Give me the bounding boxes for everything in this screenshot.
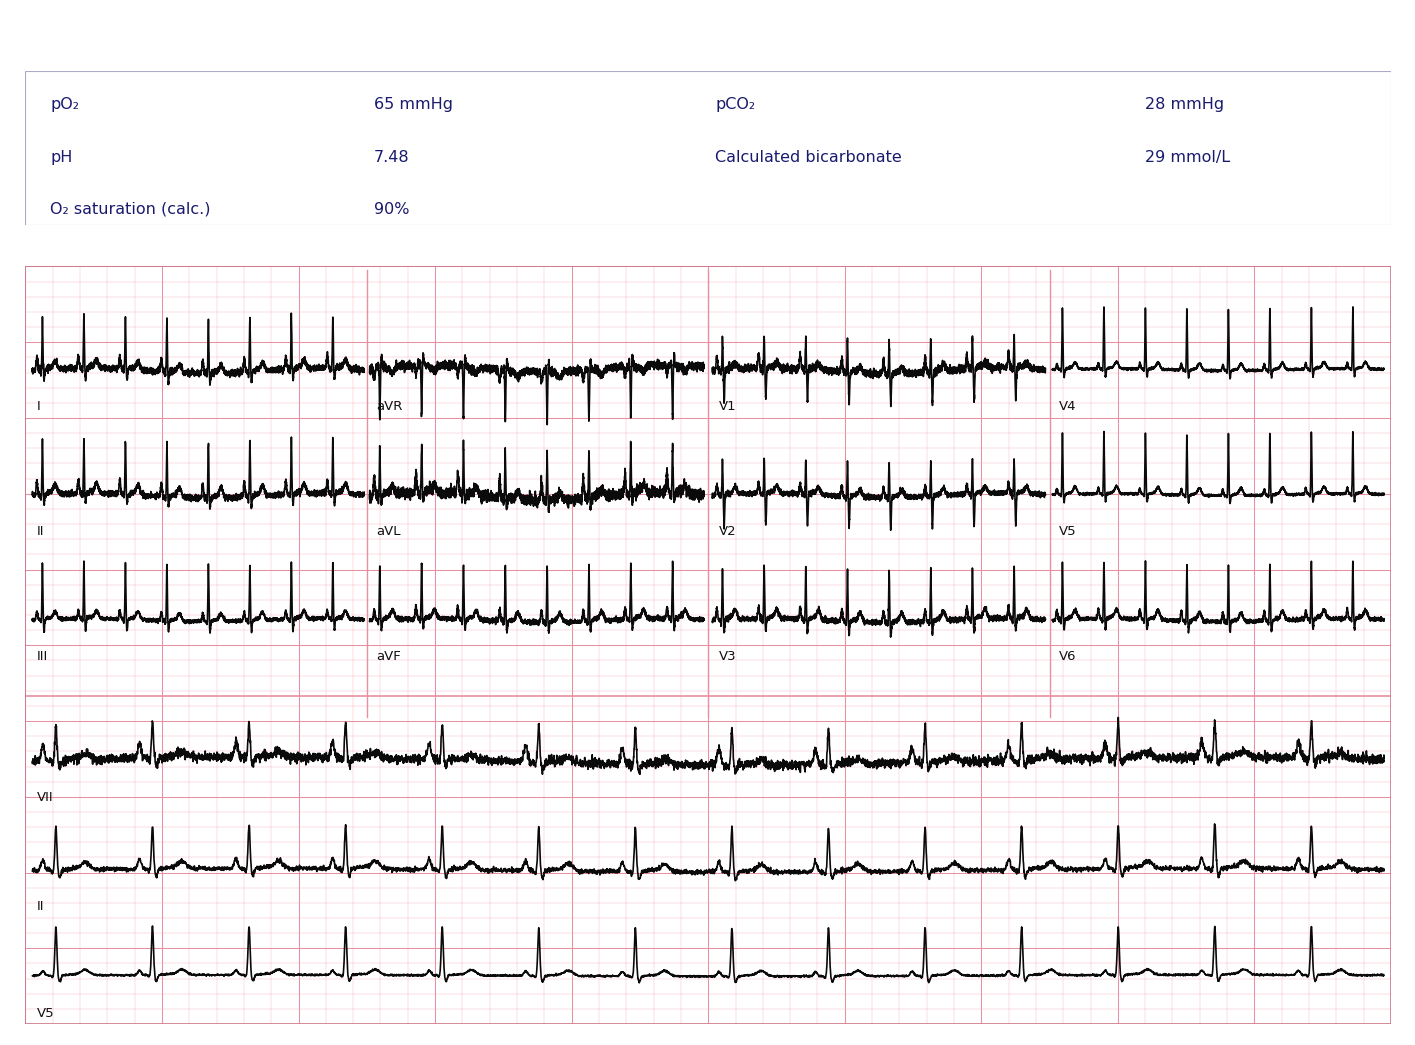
Text: II: II (37, 526, 44, 538)
Text: III: III (37, 650, 48, 664)
Text: pCO₂: pCO₂ (715, 97, 756, 113)
Text: V5: V5 (1060, 526, 1077, 538)
Text: V3: V3 (719, 650, 737, 664)
Text: aVR: aVR (376, 400, 403, 414)
Text: 65 mmHg: 65 mmHg (374, 97, 453, 113)
Text: V1: V1 (719, 400, 737, 414)
Text: V5: V5 (37, 1006, 54, 1020)
Text: O₂ saturation (calc.): O₂ saturation (calc.) (50, 202, 211, 216)
Text: I: I (37, 400, 40, 414)
Text: II: II (37, 901, 44, 913)
Text: VII: VII (37, 791, 52, 804)
Text: aVF: aVF (376, 650, 400, 664)
Text: V6: V6 (1060, 650, 1077, 664)
Text: V2: V2 (719, 526, 737, 538)
Text: Arterial blood gas analysis: Arterial blood gas analysis (291, 32, 531, 51)
Text: 90%: 90% (374, 202, 409, 216)
Text: Investigation 29.1: Investigation 29.1 (42, 32, 226, 51)
Text: 29 mmol/L: 29 mmol/L (1145, 149, 1230, 164)
Text: Calculated bicarbonate: Calculated bicarbonate (715, 149, 901, 164)
Text: pO₂: pO₂ (50, 97, 79, 113)
Text: V4: V4 (1060, 400, 1077, 414)
Text: pH: pH (50, 149, 72, 164)
Text: 7.48: 7.48 (374, 149, 409, 164)
Text: aVL: aVL (376, 526, 400, 538)
Text: 28 mmHg: 28 mmHg (1145, 97, 1224, 113)
